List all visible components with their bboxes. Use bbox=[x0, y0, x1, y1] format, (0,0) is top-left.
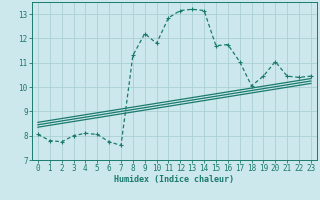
X-axis label: Humidex (Indice chaleur): Humidex (Indice chaleur) bbox=[115, 175, 234, 184]
